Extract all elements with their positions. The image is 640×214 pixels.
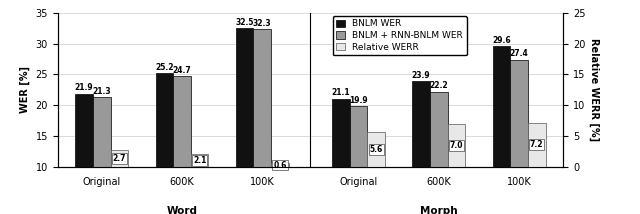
- Text: 7.0: 7.0: [450, 141, 463, 150]
- Bar: [412, 81, 430, 167]
- Bar: [93, 97, 111, 167]
- Text: 32.5: 32.5: [236, 18, 254, 27]
- Text: 21.1: 21.1: [332, 88, 350, 97]
- Text: 25.2: 25.2: [155, 63, 173, 72]
- Bar: [253, 30, 271, 167]
- Bar: [447, 124, 465, 167]
- Y-axis label: Relative WERR [%]: Relative WERR [%]: [589, 38, 599, 141]
- Bar: [236, 28, 253, 167]
- Text: 24.7: 24.7: [173, 66, 191, 75]
- Text: Word: Word: [166, 206, 198, 214]
- Bar: [191, 154, 209, 167]
- Bar: [173, 76, 191, 167]
- Text: 21.9: 21.9: [75, 83, 93, 92]
- Text: 21.3: 21.3: [92, 87, 111, 96]
- Text: Morph: Morph: [420, 206, 458, 214]
- Bar: [332, 98, 349, 167]
- Text: 2.7: 2.7: [113, 154, 126, 163]
- Bar: [493, 46, 510, 167]
- Bar: [510, 60, 528, 167]
- Bar: [271, 163, 289, 167]
- Text: 27.4: 27.4: [509, 49, 529, 58]
- Bar: [430, 92, 447, 167]
- Bar: [367, 132, 385, 167]
- Text: 0.6: 0.6: [273, 160, 287, 169]
- Text: 19.9: 19.9: [349, 96, 368, 105]
- Bar: [528, 123, 545, 167]
- Bar: [349, 106, 367, 167]
- Legend: BNLM WER, BNLM + RNN-BNLM WER, Relative WERR: BNLM WER, BNLM + RNN-BNLM WER, Relative …: [333, 16, 467, 55]
- Text: 5.6: 5.6: [369, 145, 383, 154]
- Text: 32.3: 32.3: [253, 19, 271, 28]
- Text: 23.9: 23.9: [412, 71, 431, 80]
- Bar: [156, 73, 173, 167]
- Text: 7.2: 7.2: [530, 140, 543, 149]
- Y-axis label: WER [%]: WER [%]: [20, 66, 30, 113]
- Bar: [111, 150, 128, 167]
- Bar: [76, 94, 93, 167]
- Text: 29.6: 29.6: [492, 36, 511, 45]
- Text: 22.2: 22.2: [429, 82, 448, 91]
- Text: 2.1: 2.1: [193, 156, 206, 165]
